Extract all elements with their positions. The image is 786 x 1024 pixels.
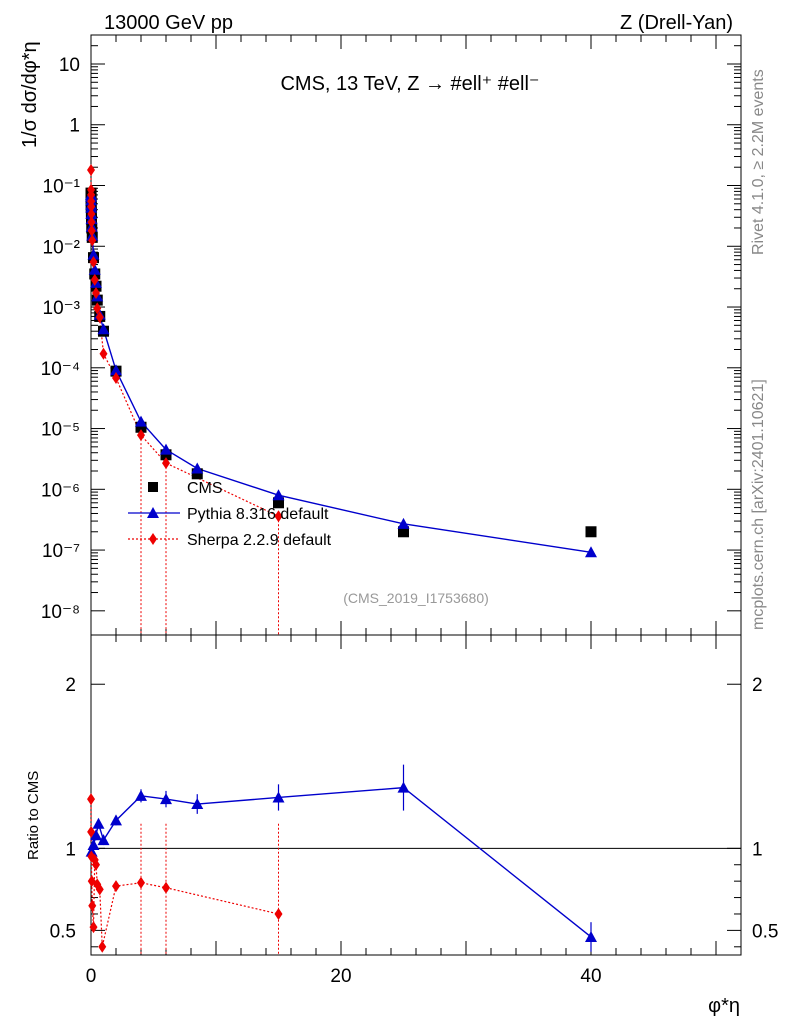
ratio-y-tick-label-right: 0.5	[752, 921, 778, 942]
sherpa-point	[162, 457, 170, 470]
ratio-sherpa-point	[137, 876, 145, 889]
pythia-point	[191, 462, 204, 474]
y-tick-label: 10⁻⁴	[41, 359, 80, 380]
x-tick-label: 20	[330, 966, 351, 987]
legend-pythia-marker	[147, 507, 159, 518]
sherpa-point	[87, 207, 96, 220]
pythia-point	[88, 263, 101, 275]
ratio-pythia-point	[585, 930, 597, 942]
ratio-sherpa-point	[162, 881, 170, 894]
ratio-sherpa-point	[89, 921, 98, 934]
cms-point	[160, 449, 172, 461]
ratio-y-tick-label: 2	[65, 675, 76, 696]
pythia-point	[160, 443, 172, 455]
ratio-sherpa-point	[87, 793, 96, 806]
sherpa-point	[89, 256, 98, 269]
sherpa-point	[87, 224, 96, 237]
ratio-y-tick-label-right: 2	[752, 675, 763, 696]
ratio-pythia-point	[97, 834, 110, 846]
y-tick-label: 10⁻¹	[43, 177, 81, 198]
sherpa-point	[87, 216, 96, 229]
main-y-tick-labels: 10 1 10⁻¹ 10⁻² 10⁻³ 10⁻⁴ 10⁻⁵ 10⁻⁶ 10⁻⁷ …	[41, 55, 80, 623]
x-axis-label: φ*η	[708, 995, 740, 1017]
y-tick-label: 10	[59, 55, 80, 76]
legend: CMS Pythia 8.316 default Sherpa 2.2.9 de…	[128, 480, 332, 549]
header-process: Z (Drell-Yan)	[620, 12, 733, 34]
ratio-pythia-point	[160, 793, 172, 805]
sherpa-point	[88, 234, 97, 247]
ratio-sherpa-point	[92, 858, 100, 871]
main-y-axis-label: 1/σ dσ/dφ*η	[19, 41, 41, 148]
rivet-version-label: Rivet 4.1.0, ≥ 2.2M events	[750, 69, 767, 255]
ratio-pythia-point	[191, 798, 204, 810]
pythia-point	[585, 546, 597, 558]
pythia-point	[97, 323, 110, 335]
legend-cms-label: CMS	[187, 480, 223, 497]
y-tick-label: 10⁻³	[43, 298, 81, 319]
ratio-pythia-point	[87, 839, 100, 851]
y-tick-label: 10⁻⁶	[41, 480, 80, 501]
ratio-sherpa-point	[87, 825, 96, 838]
ratio-pythia-point	[90, 829, 102, 841]
pythia-point	[135, 415, 147, 427]
x-tick-label: 0	[86, 966, 97, 987]
legend-pythia-label: Pythia 8.316 default	[187, 506, 329, 523]
x-tick-label: 40	[580, 966, 601, 987]
cms-point	[585, 526, 597, 538]
cms-point	[273, 497, 284, 509]
y-tick-label: 1	[69, 116, 80, 137]
main-title: CMS, 13 TeV, Z → #ell⁺ #ell⁻	[280, 73, 539, 95]
sherpa-point	[95, 311, 104, 324]
sherpa-point	[87, 163, 96, 176]
ratio-y-tick-label: 0.5	[50, 921, 76, 942]
cms-point	[191, 468, 203, 480]
pythia-point	[110, 364, 122, 376]
header-energy: 13000 GeV pp	[104, 12, 233, 34]
ratio-pythia-point	[397, 781, 410, 793]
sherpa-point	[99, 347, 108, 360]
sherpa-point	[137, 429, 145, 442]
legend-sherpa-marker	[149, 533, 157, 545]
mcplots-source-label: mcplots.cern.ch [arXiv:2401.10621]	[750, 379, 767, 630]
sherpa-point	[90, 273, 99, 286]
sherpa-point	[93, 302, 102, 315]
sherpa-point	[87, 200, 96, 213]
ratio-sherpa-point	[112, 880, 120, 893]
ratio-sherpa-point	[274, 907, 283, 920]
ratio-pythia-point	[110, 814, 122, 826]
y-tick-label: 10⁻²	[43, 237, 81, 258]
ratio-series-layer	[85, 764, 597, 955]
cms-point	[398, 526, 409, 538]
analysis-label: (CMS_2019_I1753680)	[343, 590, 489, 606]
sherpa-point	[112, 371, 120, 384]
ratio-sherpa-point	[95, 883, 104, 896]
ratio-y-tick-label-right: 1	[752, 839, 763, 860]
pythia-point	[272, 489, 285, 501]
sherpa-point	[274, 510, 283, 523]
y-tick-label: 10⁻⁷	[42, 541, 80, 562]
y-tick-label: 10⁻⁵	[41, 420, 80, 441]
pythia-point	[397, 517, 410, 529]
ratio-pythia-point	[135, 789, 147, 801]
main-axis-ticks	[90, 34, 741, 635]
ratio-pythia-point	[92, 817, 105, 829]
ratio-sherpa-point	[88, 899, 97, 912]
sherpa-point	[87, 188, 96, 201]
legend-cms-marker	[148, 482, 158, 492]
pythia-point	[87, 248, 100, 260]
sherpa-point	[92, 287, 100, 300]
ratio-y-axis-label: Ratio to CMS	[25, 771, 42, 860]
main-series-layer	[85, 163, 597, 635]
ratio-y-tick-label: 1	[65, 839, 76, 860]
ratio-pythia-point	[272, 791, 285, 803]
y-tick-label: 10⁻⁸	[41, 602, 80, 623]
legend-sherpa-label: Sherpa 2.2.9 default	[187, 532, 332, 549]
ratio-sherpa-point	[98, 940, 107, 953]
cms-point	[135, 421, 147, 433]
